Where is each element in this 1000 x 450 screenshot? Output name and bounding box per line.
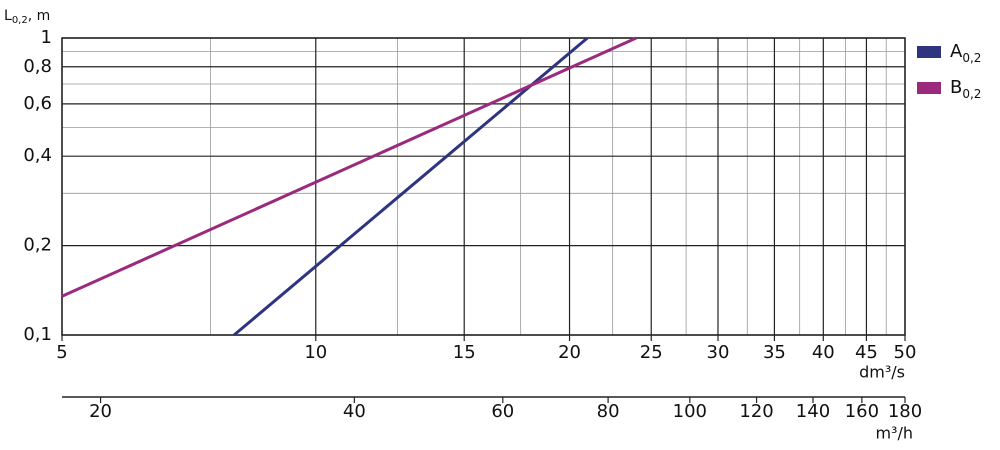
y-tick-label: 0,2	[23, 235, 52, 256]
x-tick-label: 25	[640, 342, 663, 363]
x-axis-label: dm³/s	[859, 363, 905, 382]
legend-label: B0,2	[950, 77, 981, 101]
x-tick-label: 35	[763, 342, 786, 363]
x2-tick-label: 160	[845, 401, 879, 422]
legend-label-subscript: 0,2	[962, 87, 981, 101]
legend-swatch	[917, 46, 941, 58]
x-tick-label: 40	[812, 342, 835, 363]
x-tick-label: 10	[304, 342, 327, 363]
x-tick-label: 15	[453, 342, 476, 363]
legend-label-subscript: 0,2	[962, 51, 981, 65]
y-tick-label: 1	[41, 27, 52, 48]
x2-tick-label: 40	[343, 401, 366, 422]
legend-swatch	[917, 82, 941, 94]
x-tick-label: 30	[707, 342, 730, 363]
plot-frame	[61, 37, 906, 336]
y-axis-label-subscript: 0,2	[12, 15, 28, 26]
x-tick-label: 50	[894, 342, 917, 363]
x2-tick-label: 180	[888, 401, 922, 422]
y-tick-label: 0,1	[23, 324, 52, 345]
y-tick-label: 0,6	[23, 93, 52, 114]
x2-tick-label: 80	[597, 401, 620, 422]
y-axis-label-suffix: , m	[28, 8, 51, 24]
x2-tick-label: 20	[89, 401, 112, 422]
x2-tick-label: 100	[673, 401, 707, 422]
x-tick-label: 20	[558, 342, 581, 363]
y-tick-label: 0,4	[23, 145, 52, 166]
legend-label-main: B	[950, 77, 962, 98]
y-axis-label: L0,2, m	[4, 8, 50, 26]
x2-axis-label: m³/h	[875, 424, 913, 443]
x-tick-label: 5	[56, 342, 67, 363]
series-line	[61, 36, 637, 298]
x2-tick-label: 60	[491, 401, 514, 422]
y-axis-label-main: L	[4, 8, 12, 24]
legend-label: A0,2	[950, 41, 981, 65]
x2-tick-label: 140	[796, 401, 830, 422]
x2-tick-label: 120	[739, 401, 773, 422]
legend-label-main: A	[950, 41, 963, 62]
y-tick-label: 0,8	[23, 56, 52, 77]
x-tick-label: 45	[855, 342, 878, 363]
